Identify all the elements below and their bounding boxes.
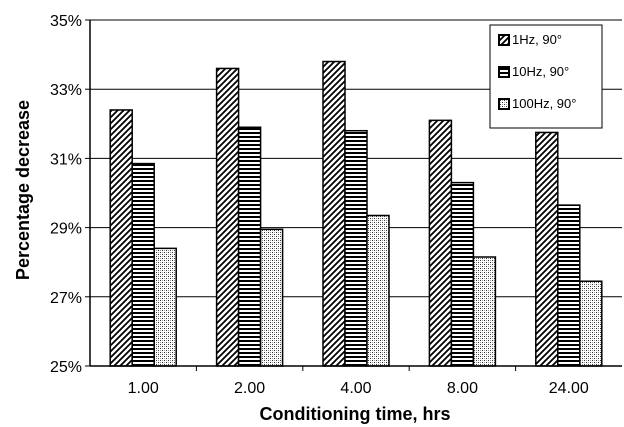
- y-tick-label: 25%: [50, 359, 82, 376]
- y-tick-label: 27%: [50, 290, 82, 307]
- bar: [109, 109, 133, 367]
- tick-labels: 25% 27% 29% 31% 33% 35% 1.00 2.00 4.00 8.00 24.00: [50, 13, 589, 397]
- legend-swatch: [498, 34, 510, 46]
- legend-swatch: [498, 66, 510, 78]
- y-tick-label: 29%: [50, 221, 82, 238]
- x-axis-title: Conditioning time, hrs: [260, 404, 451, 424]
- x-tick-label: 24.00: [549, 380, 589, 397]
- bar: [153, 247, 177, 367]
- y-tick-label: 31%: [50, 151, 82, 168]
- y-tick-label: 35%: [50, 13, 82, 30]
- legend-label: 1Hz, 90°: [512, 32, 562, 47]
- bar: [237, 126, 262, 367]
- bar: [450, 181, 475, 367]
- x-tick-label: 4.00: [340, 380, 371, 397]
- bar: [428, 119, 453, 367]
- bar: [322, 60, 346, 367]
- bar: [366, 214, 390, 367]
- legend-label: 10Hz, 90°: [512, 64, 569, 79]
- bar: [535, 131, 559, 367]
- y-tick-label: 33%: [50, 82, 82, 99]
- x-tick-label: 8.00: [447, 380, 478, 397]
- bar: [557, 204, 581, 367]
- axes: [85, 19, 622, 371]
- bar: [579, 280, 603, 367]
- bar: [472, 256, 497, 367]
- legend: 1Hz, 90° 10Hz, 90° 100Hz, 90°: [489, 24, 603, 129]
- x-tick-label: 2.00: [234, 380, 265, 397]
- bar: [215, 67, 240, 367]
- y-axis-title: Percentage decrease: [13, 100, 33, 280]
- bar: [259, 228, 284, 367]
- bar: [344, 129, 368, 367]
- legend-swatch: [498, 98, 510, 110]
- bar: [131, 162, 155, 367]
- x-tick-label: 1.00: [128, 380, 159, 397]
- legend-label: 100Hz, 90°: [512, 96, 576, 111]
